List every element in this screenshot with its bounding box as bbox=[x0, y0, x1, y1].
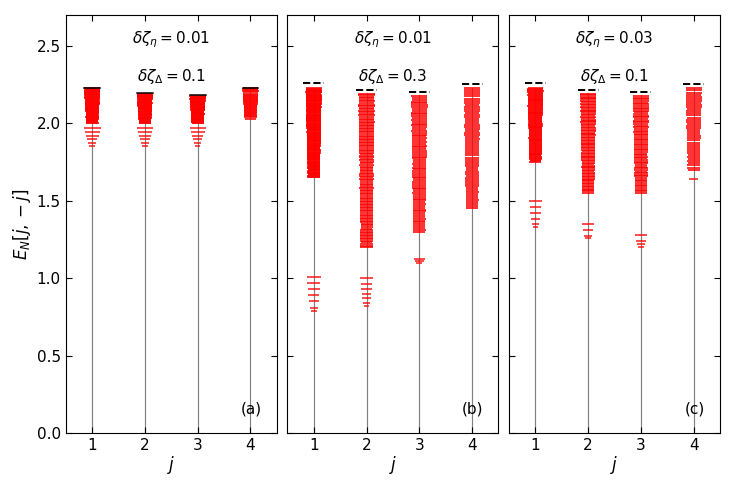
X-axis label: $j$: $j$ bbox=[610, 454, 618, 476]
Text: $\delta\zeta_{\eta}=0.01$: $\delta\zeta_{\eta}=0.01$ bbox=[354, 30, 432, 50]
Text: $\delta\zeta_{\Delta}=0.1$: $\delta\zeta_{\Delta}=0.1$ bbox=[580, 67, 649, 86]
Text: (a): (a) bbox=[241, 401, 262, 416]
Text: $\delta\zeta_{\eta}=0.01$: $\delta\zeta_{\eta}=0.01$ bbox=[132, 30, 211, 50]
X-axis label: $j$: $j$ bbox=[389, 454, 397, 476]
Text: (b): (b) bbox=[462, 401, 484, 416]
Text: $\delta\zeta_{\Delta}=0.3$: $\delta\zeta_{\Delta}=0.3$ bbox=[358, 67, 428, 86]
Text: $\delta\zeta_{\Delta}=0.1$: $\delta\zeta_{\Delta}=0.1$ bbox=[137, 67, 205, 86]
Text: $\delta\zeta_{\eta}=0.03$: $\delta\zeta_{\eta}=0.03$ bbox=[575, 30, 654, 50]
Y-axis label: $E_N[j,-j]$: $E_N[j,-j]$ bbox=[11, 188, 33, 260]
Text: (c): (c) bbox=[685, 401, 705, 416]
X-axis label: $j$: $j$ bbox=[167, 454, 175, 476]
